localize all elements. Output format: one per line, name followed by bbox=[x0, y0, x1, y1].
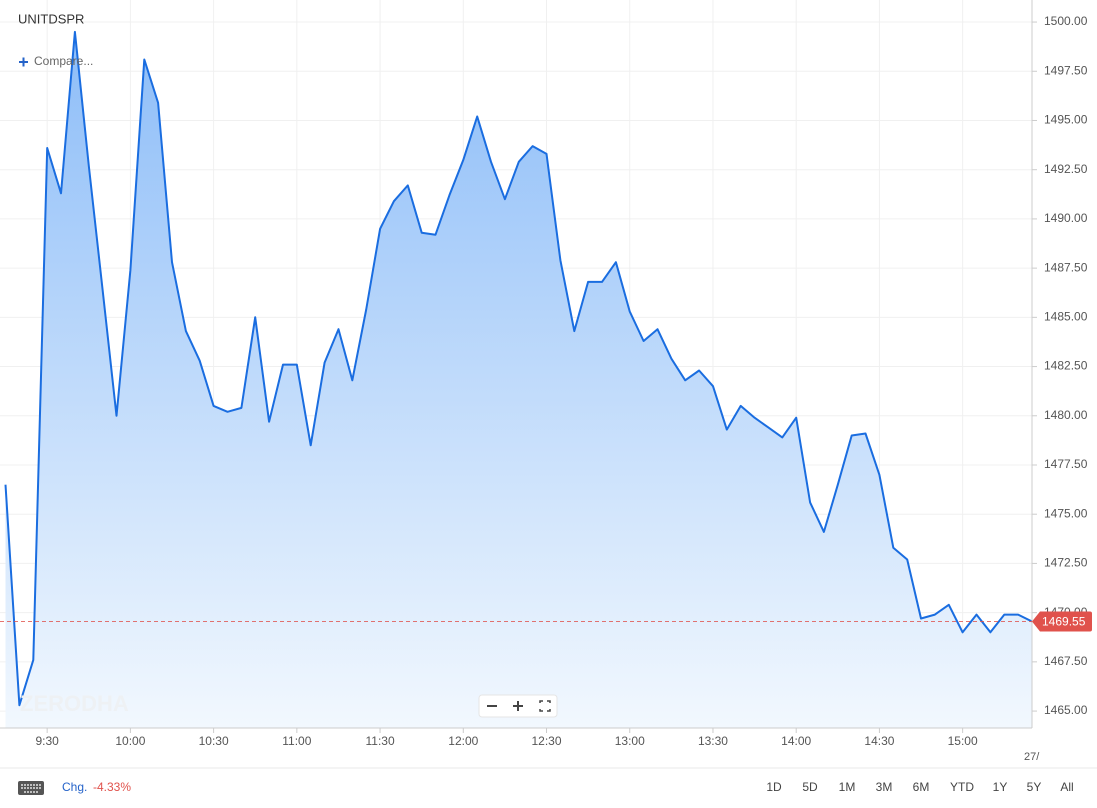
range-button[interactable]: 1D bbox=[766, 780, 782, 794]
range-button[interactable]: 1M bbox=[839, 780, 856, 794]
area-fill bbox=[5, 31, 1032, 728]
y-tick-label: 1480.00 bbox=[1044, 408, 1088, 422]
keyboard-icon[interactable] bbox=[18, 781, 44, 795]
zoom-reset[interactable] bbox=[539, 700, 551, 712]
y-tick-label: 1490.00 bbox=[1044, 211, 1088, 225]
range-button[interactable]: All bbox=[1060, 780, 1073, 794]
x-tick-label: 10:30 bbox=[199, 734, 229, 748]
y-tick-label: 1482.50 bbox=[1044, 359, 1088, 373]
x-tick-label: 14:00 bbox=[781, 734, 811, 748]
zoom-controls bbox=[478, 694, 558, 718]
range-button[interactable]: 1Y bbox=[993, 780, 1008, 794]
x-edge-label: 27/ bbox=[1024, 751, 1040, 763]
y-tick-label: 1475.00 bbox=[1044, 506, 1088, 520]
plus-icon bbox=[19, 57, 28, 67]
range-button[interactable]: 5D bbox=[802, 780, 818, 794]
range-button[interactable]: 6M bbox=[913, 780, 930, 794]
x-tick-label: 9:30 bbox=[35, 734, 59, 748]
y-tick-label: 1465.00 bbox=[1044, 703, 1088, 717]
change-value: -4.33% bbox=[93, 780, 131, 794]
last-price-label: 1469.55 bbox=[1042, 615, 1086, 629]
price-line bbox=[4, 30, 1032, 707]
y-tick-label: 1477.50 bbox=[1044, 457, 1088, 471]
range-button[interactable]: 3M bbox=[876, 780, 893, 794]
y-tick-label: 1485.00 bbox=[1044, 310, 1088, 324]
y-tick-label: 1492.50 bbox=[1044, 162, 1088, 176]
x-tick-label: 13:30 bbox=[698, 734, 728, 748]
range-buttons: 1D 5D 1M 3M 6M YTD 1Y 5Y All bbox=[766, 780, 1073, 794]
y-tick-label: 1500.00 bbox=[1044, 14, 1088, 28]
y-tick-label: 1495.00 bbox=[1044, 113, 1088, 127]
range-button[interactable]: 5Y bbox=[1027, 780, 1042, 794]
watermark: ZERODHA bbox=[20, 691, 129, 716]
plot bbox=[4, 30, 1032, 728]
x-tick-label: 14:30 bbox=[864, 734, 894, 748]
x-tick-label: 11:30 bbox=[365, 734, 394, 748]
x-tick-label: 12:00 bbox=[448, 734, 478, 748]
compare-label[interactable]: Compare... bbox=[34, 54, 93, 68]
change-label: Chg. bbox=[62, 780, 87, 794]
last-price-tag bbox=[1032, 611, 1092, 632]
keyboard-keys bbox=[21, 784, 41, 793]
symbol-title: UNITDSPR bbox=[18, 11, 84, 26]
x-tick-label: 13:00 bbox=[615, 734, 645, 748]
range-button[interactable]: YTD bbox=[950, 780, 974, 794]
x-tick-label: 11:00 bbox=[282, 734, 311, 748]
x-tick-label: 10:00 bbox=[115, 734, 145, 748]
y-tick-label: 1497.50 bbox=[1044, 63, 1088, 77]
y-tick-label: 1472.50 bbox=[1044, 556, 1088, 570]
x-tick-label: 12:30 bbox=[532, 734, 562, 748]
compare-button[interactable]: Compare... bbox=[19, 54, 93, 68]
zoom-in[interactable] bbox=[513, 701, 523, 711]
x-tick-label: 15:00 bbox=[948, 734, 978, 748]
y-tick-label: 1487.50 bbox=[1044, 260, 1088, 274]
y-tick-label: 1467.50 bbox=[1044, 654, 1088, 668]
